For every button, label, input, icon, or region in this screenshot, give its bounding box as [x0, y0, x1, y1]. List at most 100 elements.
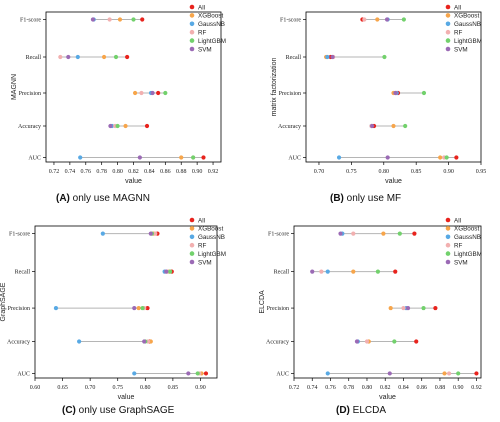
data-point-xgboost [388, 305, 393, 311]
data-point-lightgbm [168, 269, 173, 274]
legend-label: RF [454, 243, 463, 250]
data-point-svm [310, 269, 315, 274]
x-axis-label: value [118, 394, 135, 401]
x-tick-label: 0.90 [453, 385, 464, 391]
data-point-svm [387, 371, 392, 376]
legend-marker [445, 242, 451, 248]
legend-label: XGBoost [454, 226, 479, 233]
chart-panel-4: 0.72 0.74 0.76 0.78 0.80 0.82 0.84 0.86 0.88 0.90… [259, 217, 482, 401]
legend-marker [189, 29, 195, 35]
data-point-all [156, 90, 161, 96]
category-label: AUC [28, 156, 41, 162]
legend-label: All [198, 217, 205, 224]
x-tick-label: 0.78 [343, 385, 354, 391]
data-point-all [412, 231, 417, 236]
data-point-xgboost [123, 123, 128, 129]
legend-marker [189, 46, 195, 52]
data-point-svm [108, 123, 113, 129]
x-tick-label: 0.82 [128, 169, 139, 175]
data-point-rf [107, 17, 112, 22]
caption-letter: (D) [336, 405, 350, 416]
data-point-svm [66, 54, 71, 60]
legend-label: LightGBM [454, 251, 482, 258]
data-point-gaussnb [132, 371, 137, 376]
data-point-xgboost [375, 17, 380, 22]
plot-frame [34, 225, 218, 379]
data-point-lightgbm [140, 305, 145, 311]
caption-d: (D) ELCDA [336, 405, 386, 416]
data-point-lightgbm [421, 305, 426, 311]
x-tick-label: 0.85 [168, 385, 179, 391]
data-point-lightgbm [163, 90, 168, 96]
data-point-all [203, 371, 209, 376]
data-point-all [393, 269, 398, 274]
caption-a: (A) only use MAGNN [56, 193, 150, 204]
x-tick-label: 0.92 [471, 385, 482, 391]
data-point-lightgbm [195, 371, 200, 376]
legend-marker [189, 217, 195, 223]
data-point-svm [150, 90, 155, 96]
caption-letter: (C) [62, 405, 76, 416]
x-tick-label: 0.74 [65, 169, 76, 175]
legend-marker [189, 4, 195, 10]
legend-label: GaussNB [454, 234, 481, 241]
x-tick-label: 0.88 [435, 385, 446, 391]
category-label: Recall [286, 55, 302, 61]
x-axis-label: value [385, 178, 402, 185]
x-tick-label: 0.75 [346, 169, 357, 175]
category-label: F1-score [268, 232, 289, 238]
data-point-all [433, 305, 438, 311]
legend-label: LightGBM [198, 38, 226, 45]
data-point-xgboost [381, 231, 386, 236]
legend-label: All [454, 217, 461, 224]
data-point-svm [148, 231, 153, 236]
data-point-svm [405, 305, 411, 311]
data-point-lightgbm [444, 155, 449, 160]
data-point-gaussnb [325, 371, 330, 376]
data-point-lightgbm [131, 17, 136, 22]
x-tick-label: 0.86 [160, 169, 171, 175]
data-point-svm [354, 339, 360, 344]
y-axis-label: GraphSAGE [0, 282, 7, 321]
legend-label: XGBoost [198, 13, 223, 20]
x-tick-label: 0.95 [476, 169, 487, 175]
data-point-xgboost [136, 305, 141, 311]
data-point-all [474, 371, 479, 376]
plot-frame [305, 11, 482, 163]
x-tick-label: 0.90 [195, 385, 206, 391]
category-label: F1-score [9, 232, 30, 238]
legend-marker [445, 234, 451, 240]
y-axis-label: matrix factorization [271, 58, 278, 117]
data-point-xgboost [117, 17, 123, 22]
x-tick-label: 0.86 [416, 385, 427, 391]
caption-text: ELCDA [349, 405, 387, 416]
chart-panel-2: 0.70 0.75 0.80 0.85 0.90 0.95 value matrix fact… [271, 4, 486, 185]
category-label: Precision [267, 306, 289, 312]
x-tick-label: 0.72 [289, 385, 300, 391]
chart-panel-3: 0.60 0.65 0.70 0.75 0.80 0.85 0.90 value GraphSA… [0, 217, 226, 401]
data-point-svm [330, 54, 335, 60]
legend-label: RF [198, 30, 207, 37]
category-label: AUC [288, 156, 301, 162]
legend-marker [445, 217, 451, 223]
caption-letter: (B) [330, 193, 344, 204]
x-tick-label: 0.70 [85, 385, 96, 391]
x-tick-label: 0.80 [112, 169, 123, 175]
legend-label: LightGBM [454, 38, 482, 45]
data-point-svm [384, 17, 390, 22]
data-point-rf [58, 54, 63, 60]
legend-label: XGBoost [454, 13, 479, 20]
data-point-gaussnb [78, 155, 83, 160]
legend-marker [445, 46, 451, 52]
category-label: AUC [17, 371, 30, 377]
legend-marker [445, 38, 451, 43]
data-point-lightgbm [397, 231, 402, 236]
x-tick-label: 0.76 [325, 385, 336, 391]
data-point-rf [446, 371, 452, 376]
legend-label: SVM [198, 46, 212, 53]
legend-marker [189, 13, 195, 18]
data-point-lightgbm [421, 90, 427, 96]
caption-text: only use GraphSAGE [75, 405, 175, 416]
